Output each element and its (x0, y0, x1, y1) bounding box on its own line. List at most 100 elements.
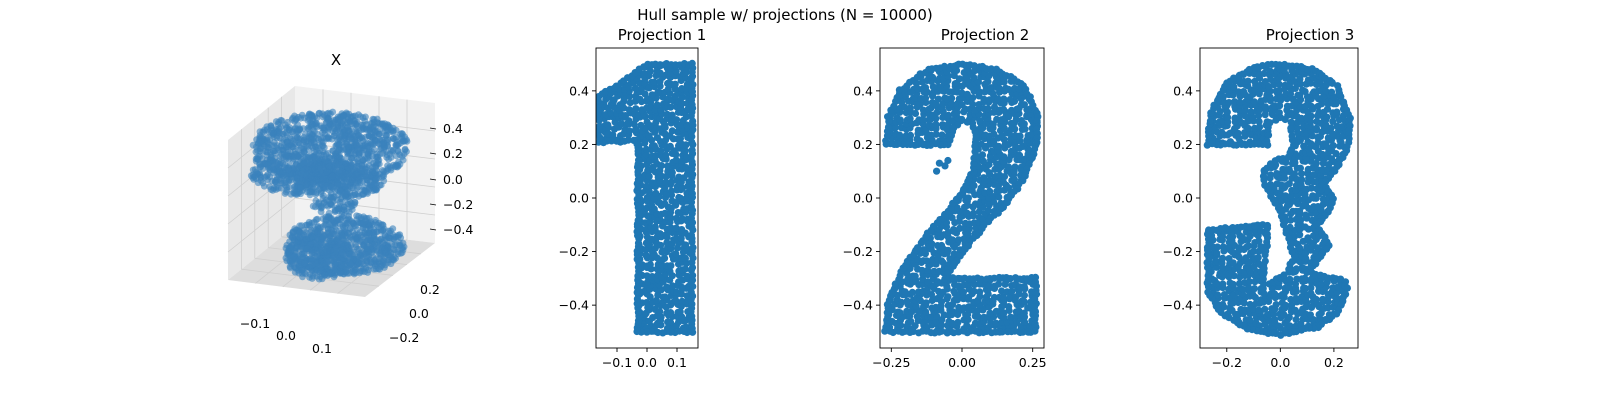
3d-point (255, 153, 262, 160)
projection-3-point (1288, 301, 1296, 309)
projection-1-point (661, 121, 669, 129)
projection-3-point (1291, 306, 1299, 314)
projection-1-point (678, 215, 686, 223)
projection-3-point (1301, 211, 1310, 219)
projection-3-point (1286, 322, 1294, 330)
3d-point (331, 129, 339, 137)
projection-2-y-tick-label: 0.0 (853, 191, 873, 206)
3d-point (355, 132, 363, 140)
projection-3-point (1319, 295, 1327, 303)
3d-point (264, 144, 272, 152)
projection-2-point (954, 282, 963, 290)
3d-point (372, 175, 380, 183)
projection-1-point (678, 226, 686, 234)
projection-2-point (987, 65, 995, 73)
3d-point (336, 169, 344, 177)
3d-point (361, 161, 368, 169)
projection-3-point (1309, 171, 1318, 179)
projection-1-point (672, 224, 680, 232)
projection-3-point (1297, 170, 1306, 178)
3d-point (249, 171, 257, 179)
3d-point (270, 129, 277, 137)
3d-point (296, 135, 304, 143)
3d-point (380, 257, 387, 265)
projection-2-point (969, 209, 978, 217)
3d-point (401, 146, 409, 154)
projection-2-point (949, 274, 957, 282)
3d-y-tick-label: 0.0 (409, 306, 429, 321)
projection-1-scatter-points (596, 59, 697, 337)
3d-point (329, 172, 336, 180)
3d-point (370, 265, 378, 273)
projection-2-point (965, 225, 973, 233)
projection-2-point (1003, 198, 1011, 207)
3d-point (334, 238, 342, 246)
projection-2-scatter-points (881, 60, 1042, 337)
projection-3-point (1249, 290, 1257, 299)
projection-2-point (1020, 283, 1028, 291)
projection-3-point (1333, 294, 1341, 302)
projection-2-point (924, 278, 932, 286)
3d-point (334, 181, 341, 189)
projection-3-point (1278, 197, 1286, 205)
projection-1-point (683, 272, 691, 280)
3d-point (379, 120, 386, 127)
projection-2-point (938, 131, 946, 139)
3d-point (342, 183, 350, 190)
3d-z-tick (429, 127, 437, 130)
3d-x-tick-label: −0.1 (240, 316, 270, 331)
projection-1-point (662, 151, 670, 159)
projection-2-point (963, 90, 971, 98)
3d-point (309, 165, 316, 173)
3d-point (304, 113, 312, 121)
projection-1-point (657, 162, 666, 170)
projection-1-point (650, 78, 658, 86)
projection-2-point (1033, 117, 1041, 125)
projection-2-point (929, 73, 937, 81)
3d-point (360, 121, 367, 129)
projection-2-point (994, 95, 1002, 103)
projection-2-point (896, 131, 904, 139)
projection-2-point (918, 266, 926, 274)
projection-3-point (1245, 278, 1253, 286)
3d-point (397, 234, 405, 242)
projection-1-point (688, 165, 696, 173)
3d-z-tick (429, 228, 437, 231)
3d-z-tick (429, 178, 437, 181)
projection-1-point (658, 261, 666, 269)
projection-1-point (672, 116, 681, 124)
projection-1-point (596, 97, 602, 105)
projection-3-point (1251, 278, 1259, 286)
projection-3-point (1332, 150, 1340, 158)
projection-2-point (921, 84, 930, 92)
projection-1-point (657, 241, 665, 249)
projection-3-point (1213, 280, 1221, 288)
projection-2-point (901, 288, 909, 296)
projection-3-point (1255, 237, 1263, 245)
projection-1-point (653, 101, 661, 109)
projection-3-point (1298, 176, 1306, 184)
projection-2-point (963, 118, 971, 126)
projection-1-point (678, 297, 686, 305)
projection-3-point (1219, 280, 1227, 288)
3d-z-tick-label: −0.4 (443, 222, 473, 237)
3d-point (284, 138, 292, 146)
3d-point (353, 125, 360, 133)
projection-1-point (662, 230, 670, 239)
projection-2-point (939, 113, 947, 121)
projection-2-point (896, 309, 904, 317)
projection-2-point (919, 141, 927, 149)
3d-point (336, 198, 344, 206)
projection-2-point (949, 226, 958, 234)
projection-2-point (953, 204, 961, 212)
3d-point (323, 196, 330, 204)
3d-z-tick (429, 152, 437, 155)
projection-3-point (1238, 234, 1246, 242)
projection-1-point (672, 296, 680, 305)
projection-3-point (1213, 249, 1221, 257)
projection-3-point (1301, 284, 1310, 293)
projection-3-point (1270, 315, 1279, 324)
projection-2-y-tick-label: 0.2 (853, 137, 873, 152)
projection-2-y-tick-label: 0.4 (853, 83, 873, 98)
